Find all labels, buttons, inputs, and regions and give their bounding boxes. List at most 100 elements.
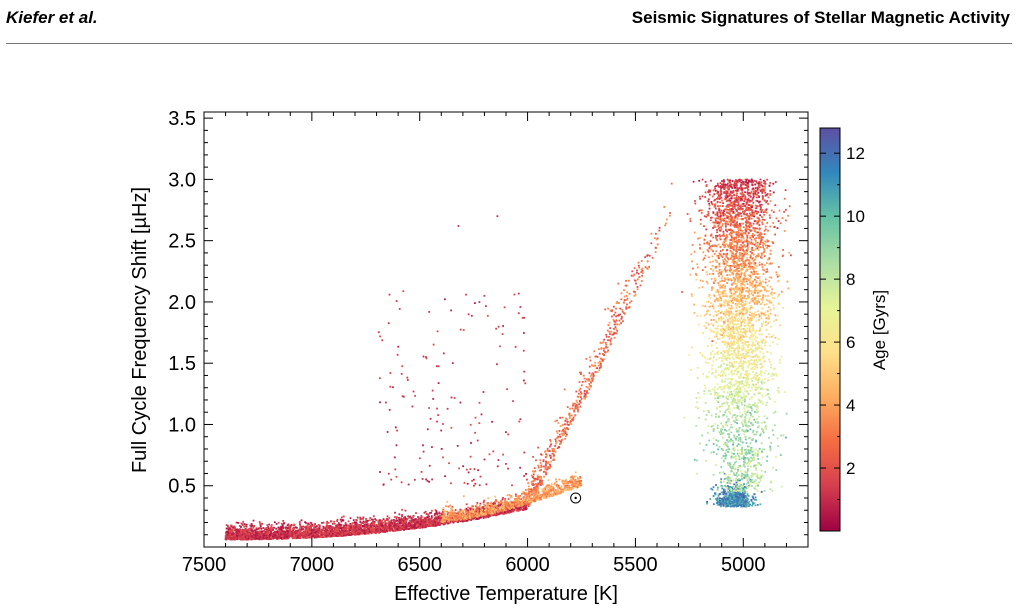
scatter-point [356, 531, 358, 534]
scatter-point [293, 534, 295, 537]
scatter-point [264, 528, 266, 531]
scatter-point [417, 516, 419, 518]
scatter-point [382, 518, 385, 521]
scatter-point [559, 443, 561, 445]
scatter-point [414, 522, 416, 525]
scatter-point [266, 528, 268, 531]
scatter-point [370, 522, 373, 524]
scatter-point [294, 536, 296, 539]
scatter-point [552, 452, 555, 455]
scatter-point [376, 527, 378, 530]
scatter-point [286, 524, 289, 527]
scatter-point [252, 526, 255, 529]
scatter-point [292, 532, 294, 535]
scatter-point [574, 471, 577, 474]
scatter-point [569, 415, 571, 418]
scatter-point [496, 513, 499, 516]
scatter-point [358, 524, 361, 526]
scatter-point [538, 469, 541, 472]
scatter-point [607, 324, 610, 326]
scatter-point [310, 532, 313, 535]
scatter-point [238, 537, 241, 540]
scatter-point [524, 508, 527, 510]
scatter-point [301, 535, 304, 538]
scatter-point [282, 520, 285, 522]
scatter-point [556, 447, 559, 450]
scatter-point [591, 379, 594, 382]
scatter-point [623, 312, 625, 314]
scatter-point [443, 513, 446, 516]
scatter-point [316, 535, 319, 538]
scatter-point [270, 532, 273, 535]
scatter-point [555, 480, 558, 483]
scatter-point [333, 520, 335, 523]
scatter-point [422, 525, 425, 528]
scatter-point [626, 297, 629, 300]
header-running-title: Seismic Signatures of Stellar Magnetic A… [631, 8, 1010, 27]
scatter-point [250, 530, 253, 532]
scatter-point [612, 318, 615, 321]
scatter-point [254, 535, 257, 538]
scatter-point [441, 518, 444, 521]
scatter-point [273, 526, 275, 529]
scatter-point [530, 494, 532, 497]
scatter-point [359, 518, 362, 520]
scatter-point [483, 503, 485, 506]
scatter-point [378, 531, 381, 533]
scatter-point [551, 452, 554, 455]
scatter-point [347, 530, 350, 532]
scatter-point [628, 292, 631, 295]
scatter-point [640, 260, 643, 262]
scatter-point [546, 449, 549, 452]
scatter-point [244, 538, 246, 541]
scatter-point [579, 481, 582, 484]
scatter-point [644, 256, 647, 259]
scatter-point [395, 520, 398, 522]
scatter-point [335, 532, 337, 535]
scatter-point [394, 511, 396, 514]
scatter-point [465, 507, 468, 510]
scatter-point [429, 517, 431, 520]
scatter-point [386, 529, 388, 532]
scatter-point [451, 519, 454, 521]
scatter-point [379, 520, 382, 523]
scatter-point [579, 477, 582, 479]
scatter-point [264, 535, 266, 537]
scatter-point [604, 308, 607, 311]
scatter-point [302, 525, 305, 528]
scatter-point [575, 404, 577, 407]
scatter-point [306, 524, 309, 527]
scatter-point [349, 517, 352, 520]
scatter-point [357, 527, 360, 530]
scatter-point [443, 510, 446, 513]
scatter-point [381, 523, 383, 526]
scatter-point [508, 505, 511, 507]
scatter-point [534, 477, 537, 480]
scatter-point [345, 533, 348, 536]
scatter-point [514, 507, 517, 510]
scatter-point [471, 511, 474, 513]
scatter-point [485, 508, 488, 511]
scatter-point [260, 538, 262, 541]
scatter-point [580, 484, 582, 487]
scatter-point [264, 531, 267, 533]
scatter-point [342, 528, 344, 530]
scatter-point [345, 528, 348, 530]
scatter-point [623, 299, 626, 301]
scatter-point [369, 523, 372, 526]
scatter-point [377, 522, 380, 525]
scatter-point [228, 526, 231, 529]
scatter-point [496, 505, 499, 507]
scatter-point [611, 309, 613, 312]
scatter-point [458, 511, 461, 514]
scatter-point [434, 522, 437, 525]
scatter-point [296, 532, 299, 535]
scatter-point [282, 531, 284, 534]
scatter-point [230, 525, 233, 528]
scatter-point [635, 271, 638, 274]
scatter-point [291, 534, 294, 537]
scatter-point [377, 531, 380, 534]
scatter-point [625, 305, 628, 308]
scatter-point [269, 534, 272, 537]
scatter-point [430, 524, 433, 526]
